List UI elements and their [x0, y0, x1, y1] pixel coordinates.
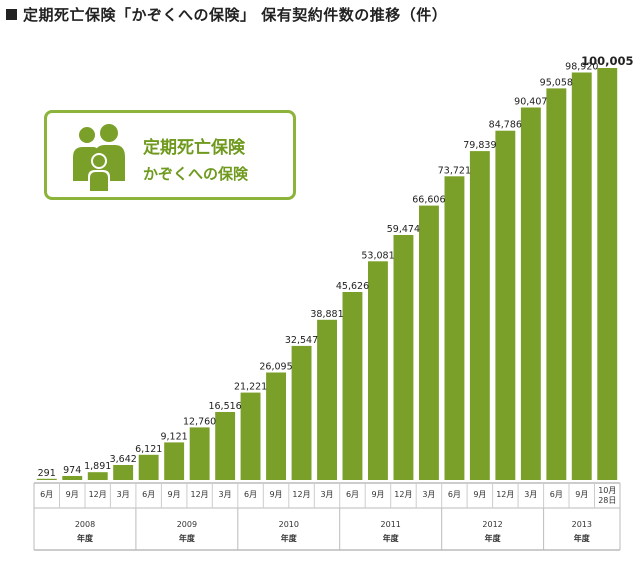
data-label: 38,881 — [310, 309, 343, 320]
data-label: 21,221 — [234, 382, 267, 393]
tick-label: 12月 — [394, 490, 412, 499]
bar — [444, 176, 465, 481]
data-label: 291 — [38, 468, 56, 479]
chart-title-text: 定期死亡保険「かぞくへの保険」 保有契約件数の推移（件） — [23, 6, 448, 24]
data-label: 95,058 — [540, 77, 573, 88]
year-label: 2008 — [75, 520, 95, 529]
tick-label: 3月 — [422, 490, 435, 499]
fiscal-year-label: 年度 — [179, 533, 196, 543]
data-label: 1,891 — [84, 461, 111, 472]
year-label: 2012 — [482, 520, 502, 529]
tick-label: 28日 — [598, 496, 616, 505]
tick-label: 6月 — [448, 490, 461, 499]
data-label: 974 — [63, 465, 81, 476]
data-label: 100,005 — [581, 54, 633, 68]
bar — [266, 372, 286, 480]
bar — [597, 68, 618, 480]
data-label: 16,516 — [208, 401, 241, 412]
tick-label: 12月 — [292, 490, 310, 499]
tick-label: 3月 — [524, 490, 537, 499]
data-label: 32,547 — [285, 335, 318, 346]
bar — [138, 454, 159, 480]
chart-title: 定期死亡保険「かぞくへの保険」 保有契約件数の推移（件） — [6, 4, 447, 25]
bar — [393, 235, 414, 480]
tick-label: 9月 — [66, 490, 79, 499]
fiscal-year-label: 年度 — [77, 533, 94, 543]
data-label: 73,721 — [438, 165, 471, 176]
tick-label: 9月 — [269, 490, 282, 499]
data-label: 66,606 — [412, 195, 445, 206]
bar — [368, 261, 388, 480]
data-label: 79,839 — [463, 140, 496, 151]
tick-label: 10月 — [598, 486, 616, 495]
bar — [546, 88, 567, 481]
bar — [113, 465, 134, 480]
bar — [419, 205, 439, 480]
fiscal-year-label: 年度 — [281, 533, 298, 543]
fiscal-year-label: 年度 — [485, 533, 502, 543]
bar — [87, 472, 108, 480]
tick-label: 3月 — [117, 490, 130, 499]
tick-label: 12月 — [89, 490, 107, 499]
tick-label: 6月 — [244, 490, 257, 499]
data-label: 3,642 — [110, 454, 137, 465]
year-label: 2010 — [279, 520, 299, 529]
year-label: 2009 — [177, 520, 197, 529]
year-label: 2011 — [381, 520, 401, 529]
fiscal-year-label: 年度 — [574, 533, 591, 543]
tick-label: 9月 — [575, 490, 588, 499]
tick-label: 6月 — [550, 490, 563, 499]
logo-line-2: かぞくへの保険 — [143, 165, 249, 183]
tick-label: 12月 — [496, 490, 514, 499]
data-label: 84,786 — [489, 120, 522, 131]
bar — [62, 476, 83, 480]
bar — [317, 319, 337, 480]
bar — [240, 392, 261, 480]
data-label: 45,626 — [336, 281, 369, 292]
family-icon — [73, 124, 125, 191]
data-label: 59,474 — [387, 224, 420, 235]
tick-label: 3月 — [320, 490, 333, 499]
data-label: 12,760 — [183, 416, 216, 427]
data-label: 26,095 — [259, 362, 292, 373]
data-label: 6,121 — [135, 444, 162, 455]
tick-label: 9月 — [473, 490, 486, 499]
bar — [36, 478, 57, 480]
bar — [469, 151, 490, 480]
bar — [571, 72, 592, 480]
tick-label: 6月 — [40, 490, 53, 499]
product-logo-box: 定期死亡保険 かぞくへの保険 — [44, 110, 296, 200]
year-label: 2013 — [572, 520, 592, 529]
logo-line-1: 定期死亡保険 — [143, 138, 245, 158]
bar — [189, 427, 210, 480]
data-label: 9,121 — [160, 431, 187, 442]
bar — [520, 107, 541, 480]
tick-label: 6月 — [142, 490, 155, 499]
fiscal-year-label: 年度 — [383, 533, 400, 543]
bar — [164, 442, 185, 480]
bar — [215, 412, 236, 480]
bar — [495, 130, 516, 480]
tick-label: 9月 — [168, 490, 181, 499]
bar — [342, 292, 363, 480]
data-label: 53,081 — [361, 250, 394, 261]
data-label: 90,407 — [514, 97, 547, 108]
tick-label: 12月 — [191, 490, 209, 499]
tick-label: 9月 — [371, 490, 384, 499]
bar — [291, 345, 312, 480]
data-label: 98,920 — [565, 62, 598, 73]
title-square-icon — [6, 9, 17, 20]
tick-label: 6月 — [346, 490, 359, 499]
tick-label: 3月 — [219, 490, 232, 499]
